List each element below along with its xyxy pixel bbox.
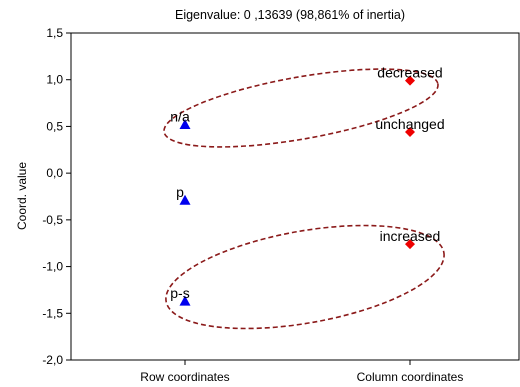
point-labels: n/a p p-s decreased unchanged increased <box>170 65 444 301</box>
column-point-decreased <box>405 75 415 86</box>
group-ellipse <box>165 224 445 330</box>
y-tick-label: 0,0 <box>46 166 63 180</box>
y-axis: 1,5 1,0 0,5 0,0 -0,5 -1,0 -1,5 -2,0 <box>42 26 71 367</box>
x-tick-label: Row coordinates <box>140 370 229 384</box>
row-point-label: p <box>176 184 184 200</box>
y-tick-label: -2,0 <box>42 353 63 367</box>
row-point-label: n/a <box>170 109 190 125</box>
row-point-p-s <box>179 295 191 306</box>
row-point-n-a <box>179 119 191 130</box>
column-point-label: unchanged <box>375 116 444 132</box>
y-tick-label: -1,5 <box>42 306 63 320</box>
y-tick-label: 1,5 <box>46 26 63 40</box>
column-point-label: increased <box>380 228 441 244</box>
row-point-label: p-s <box>170 285 189 301</box>
y-tick-label: -0,5 <box>42 213 63 227</box>
column-point-label: decreased <box>377 65 442 81</box>
x-tick-label: Column coordinates <box>357 370 464 384</box>
column-point-unchanged <box>405 127 415 138</box>
data-points <box>179 75 415 306</box>
group-ellipses <box>163 68 445 330</box>
column-point-increased <box>405 239 415 250</box>
y-tick-label: 0,5 <box>46 119 63 133</box>
plot-frame <box>70 32 520 361</box>
row-point-p <box>179 194 191 205</box>
chart-title: Eigenvalue: 0 ,13639 (98,861% of inertia… <box>175 8 405 22</box>
y-tick-label: 1,0 <box>46 73 63 87</box>
y-axis-label: Coord. value <box>15 162 29 230</box>
x-axis: Row coordinates Column coordinates <box>140 360 463 384</box>
y-tick-label: -1,0 <box>42 260 63 274</box>
